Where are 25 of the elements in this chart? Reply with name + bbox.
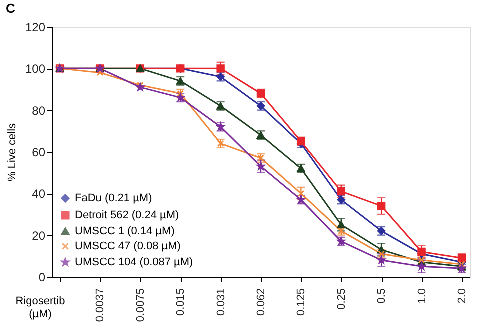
x-tick-label: 0.031 xyxy=(215,288,228,316)
y-tick-label: 20 xyxy=(32,228,46,243)
y-tick-label: 100 xyxy=(25,62,46,76)
y-tick-label: 80 xyxy=(32,104,46,118)
y-tick-label: 60 xyxy=(32,146,46,160)
legend-label: UMSCC 1 (0.14 µM) xyxy=(75,226,175,238)
chart-title: C xyxy=(6,1,16,16)
legend-label: UMSCC 104 (0.087 µM) xyxy=(75,256,194,268)
y-tick-label: 120 xyxy=(25,20,46,34)
x-tick-label: 0.125 xyxy=(296,288,308,316)
x-tick-label: 0.015 xyxy=(175,288,188,316)
x-tick-label: 0.0037 xyxy=(94,288,107,322)
x-tick-label: 0.5 xyxy=(376,288,388,304)
x-tick-label: 2.0 xyxy=(456,288,468,304)
x-tick-label: 0.0075 xyxy=(134,288,147,322)
y-tick-label: 0 xyxy=(38,270,46,284)
legend-label: FaDu (0.21 µM) xyxy=(75,192,152,204)
legend-label: UMSCC 47 (0.08 µM) xyxy=(75,240,181,252)
x-tick-label: 1.0 xyxy=(416,288,428,304)
legend-label: Detroit 562 (0.24 µM) xyxy=(75,210,180,222)
y-tick-label: 40 xyxy=(32,187,46,202)
x-axis-title: Rigosertib (µM) xyxy=(16,296,66,320)
x-tick-label: 0.062 xyxy=(256,288,268,316)
y-axis-title: % Live cells xyxy=(6,122,18,182)
x-tick-label: 0.25 xyxy=(336,288,348,310)
